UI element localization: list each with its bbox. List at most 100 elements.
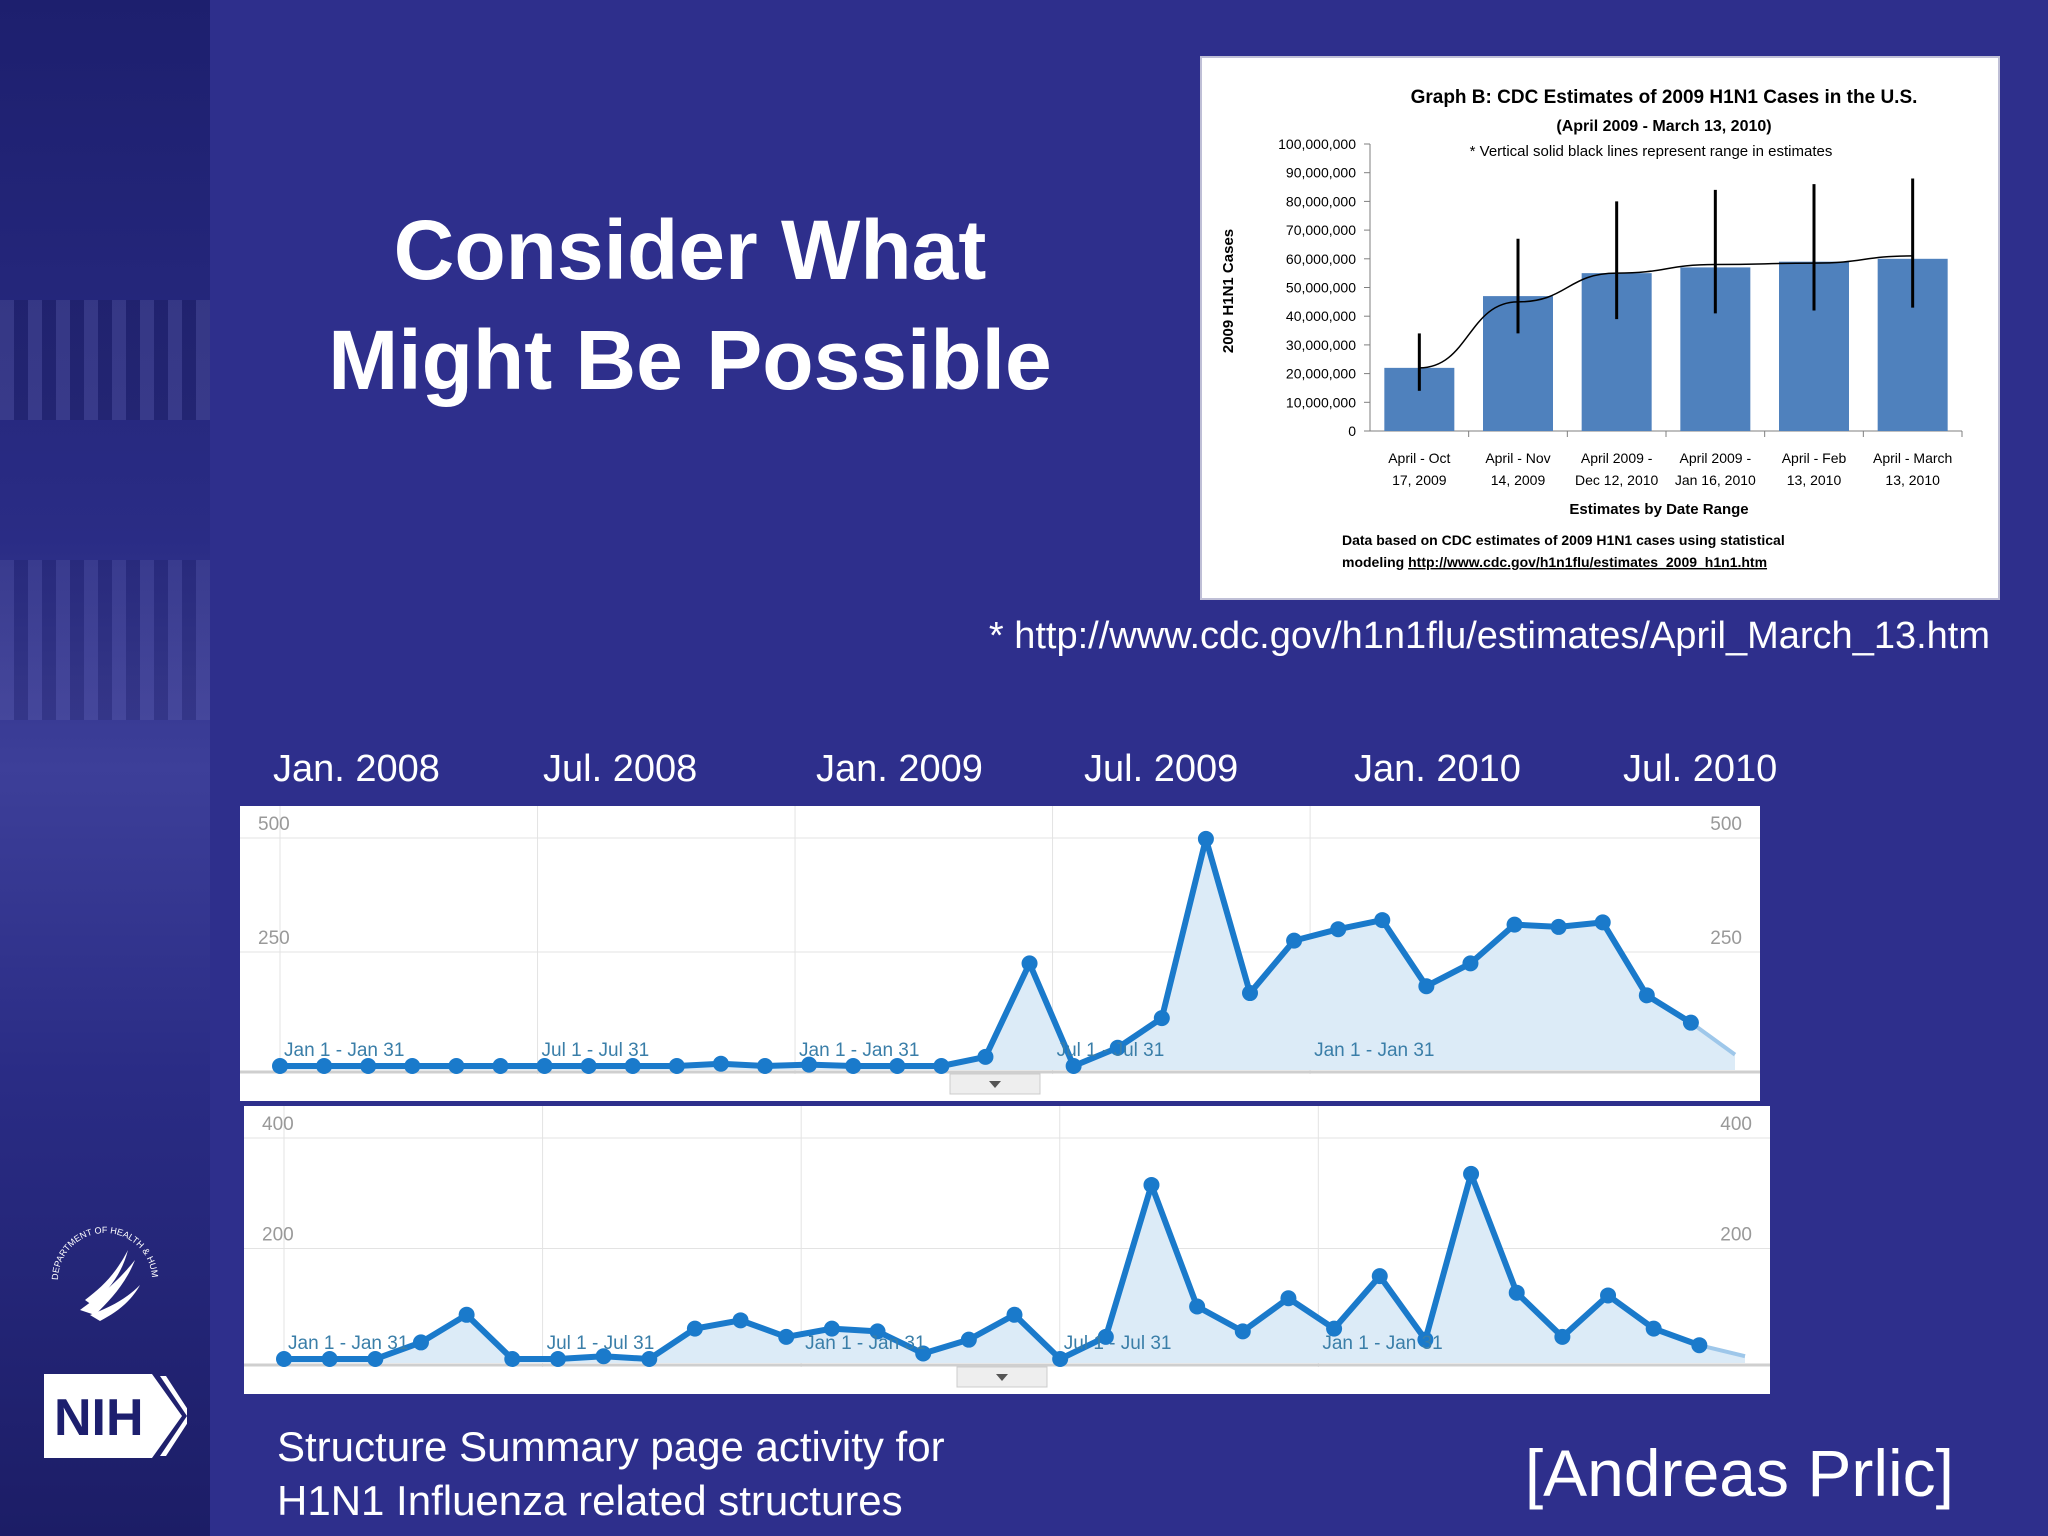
data-point [778,1328,795,1345]
source-url: * http://www.cdc.gov/h1n1flu/estimates/A… [988,615,1990,657]
data-point [1594,914,1611,931]
data-point [492,1058,509,1074]
nih-logo: NIH [44,1374,187,1458]
data-point [580,1058,597,1074]
data-point [1600,1287,1617,1304]
series-line-partial [1689,1021,1737,1057]
data-point [1143,1176,1160,1193]
data-point [272,1058,288,1074]
data-point [448,1058,465,1074]
chart-title: Graph B: CDC Estimates of 2009 H1N1 Case… [1411,87,1918,108]
data-point [595,1348,612,1365]
y-tick-label: 100,000,000 [1278,136,1356,152]
chart-annotation: * Vertical solid black lines represent r… [1470,143,1833,160]
caption-line-2: H1N1 Influenza related structures [277,1477,903,1524]
data-point [1462,955,1479,972]
period-label: Jul 1 - Jul 31 [542,1040,650,1061]
x-tick-label: Dec 12, 2010 [1575,472,1658,488]
y-tick-label: 400 [262,1114,294,1135]
data-point [404,1058,421,1074]
timeline-label: Jan. 2008 [273,748,440,790]
x-tick-label: 14, 2009 [1491,472,1546,488]
data-point [1097,1328,1114,1345]
series-area [280,838,1735,1070]
chevron-down-icon [989,1081,1001,1088]
data-point [823,1320,840,1337]
data-point [1065,1058,1082,1074]
timeline-label: Jul. 2009 [1084,748,1239,790]
x-tick-label: April 2009 - [1581,450,1653,466]
y-tick-label: 500 [258,814,290,835]
pillar-texture [0,560,210,720]
data-point [1554,1328,1571,1345]
x-tick-label: April - Oct [1388,450,1450,466]
caption-line-1: Structure Summary page activity for [277,1423,945,1470]
data-point [1374,912,1391,929]
pillar-texture [0,300,210,420]
data-point [276,1351,292,1367]
x-tick-label: April - March [1873,450,1952,466]
activity-chart-lower: 200 200 400 400 Jan 1 - Jan 31 Jul 1 - Jul 31… [244,1106,1770,1394]
data-point [1463,1165,1480,1182]
y-tick-label: 70,000,000 [1286,222,1356,238]
title-line-1: Consider What [393,203,987,297]
data-point [1371,1268,1388,1285]
y-tick-label: 250 [1710,928,1742,949]
y-tick-label: 250 [258,928,290,949]
data-point [1326,1320,1343,1337]
timeline-label: Jan. 2010 [1354,748,1521,790]
data-point [1109,1039,1126,1056]
data-point [668,1058,685,1074]
data-point [1197,830,1214,847]
data-point [367,1351,384,1367]
author-credit: [Andreas Prlic] [1524,1436,1954,1510]
data-point [1506,916,1523,933]
data-point [316,1058,333,1074]
data-point [960,1331,977,1348]
slide-caption: Structure Summary page activity for H1N1… [277,1420,945,1528]
data-point [624,1058,641,1074]
x-tick-label: April - Feb [1782,450,1847,466]
data-point [933,1058,950,1074]
data-point [536,1058,553,1074]
data-point [1330,921,1347,938]
data-point [1189,1298,1206,1315]
timeline-label: Jan. 2009 [816,748,983,790]
timeline-label: Jul. 2008 [543,748,698,790]
y-tick-label: 40,000,000 [1286,308,1356,324]
y-tick-label: 30,000,000 [1286,337,1356,353]
data-point [1242,985,1258,1002]
data-point [712,1055,729,1072]
period-label: Jul 1 - Jul 31 [1057,1040,1165,1061]
hhs-seal-logo: DEPARTMENT OF HEALTH & HUMAN SERVICES · … [40,1215,160,1321]
y-tick-label: 400 [1720,1114,1752,1135]
x-tick-label: Jan 16, 2010 [1675,472,1756,488]
data-point [1006,1306,1023,1323]
data-point [1052,1351,1069,1367]
x-axis-label: Estimates by Date Range [1569,501,1748,518]
period-label: Jan 1 - Jan 31 [1314,1040,1434,1061]
data-point [1417,1331,1434,1348]
cdc-bar-chart-svg: Graph B: CDC Estimates of 2009 H1N1 Case… [1220,87,1963,570]
x-tick-label: 17, 2009 [1392,472,1447,488]
y-tick-label: 200 [1720,1225,1752,1246]
y-tick-label: 500 [1710,814,1742,835]
data-point [1418,978,1435,995]
footnote-link[interactable]: http://www.cdc.gov/h1n1flu/estimates_200… [1408,554,1767,570]
x-tick-label: 13, 2010 [1787,472,1842,488]
data-point [977,1048,994,1065]
data-point [641,1351,658,1367]
period-label: Jan 1 - Jan 31 [799,1040,919,1061]
y-tick-label: 0 [1348,423,1356,439]
data-point [1682,1014,1699,1031]
data-point [915,1345,932,1362]
data-point [1153,1010,1170,1027]
data-point [686,1320,703,1337]
y-tick-label: 90,000,000 [1286,165,1356,181]
data-point [732,1312,749,1329]
period-label: Jan 1 - Jan 31 [1322,1333,1442,1354]
svg-text:DEPARTMENT OF HEALTH & HUMAN S: DEPARTMENT OF HEALTH & HUMAN SERVICES · … [40,1215,160,1280]
chart-footnote-line1: Data based on CDC estimates of 2009 H1N1… [1342,532,1785,548]
series-area [284,1173,1745,1363]
x-tick-label: 13, 2010 [1885,472,1940,488]
